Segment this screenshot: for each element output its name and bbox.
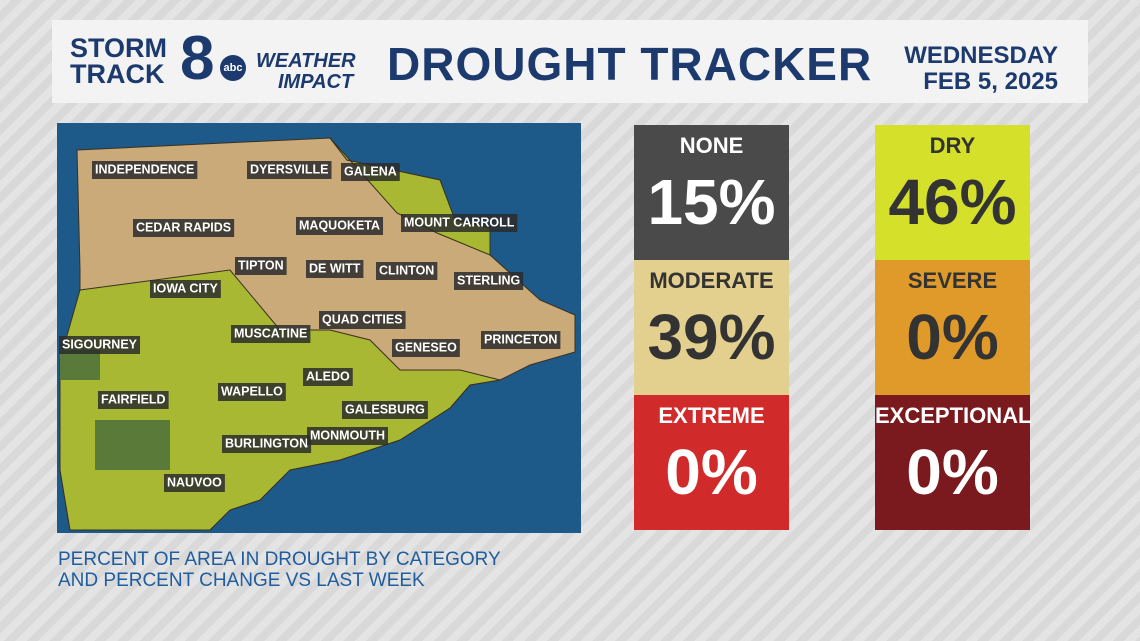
- city-label: CLINTON: [379, 263, 434, 277]
- tile-label: MODERATE: [649, 268, 774, 293]
- city-label: SIGOURNEY: [62, 337, 138, 351]
- title: DROUGHT TRACKER: [387, 38, 873, 90]
- city-label-bg: [306, 260, 364, 278]
- header: STORM TRACK 8 abc WEATHER IMPACT DROUGHT…: [52, 20, 1088, 103]
- caption: AND PERCENT CHANGE VS LAST WEEK: [58, 570, 425, 591]
- city-label-bg: [235, 257, 287, 275]
- tile-value: 15%: [647, 166, 776, 238]
- city-label: MAQUOKETA: [299, 218, 380, 232]
- day: WEDNESDAY: [904, 42, 1058, 69]
- city-label: ALEDO: [306, 369, 350, 383]
- city-label-bg: [296, 217, 384, 235]
- tile-value: 0%: [906, 301, 999, 373]
- city-label: GALENA: [344, 164, 397, 178]
- city-label: DE WITT: [309, 261, 361, 275]
- city-label: GENESEO: [395, 340, 457, 354]
- city-label-bg: [231, 325, 311, 343]
- logo-number: 8: [180, 24, 215, 93]
- city-label: FAIRFIELD: [101, 392, 166, 406]
- logo-storm: STORM: [70, 33, 168, 63]
- city-label: QUAD CITIES: [322, 312, 403, 326]
- city-label: MOUNT CARROLL: [404, 215, 515, 229]
- city-label-bg: [59, 336, 141, 354]
- city-label-bg: [303, 368, 353, 386]
- city-label-bg: [401, 214, 518, 232]
- city-label-bg: [218, 383, 286, 401]
- city-label: NAUVOO: [167, 475, 222, 489]
- city-label-bg: [247, 161, 332, 179]
- city-label-bg: [392, 339, 460, 357]
- tile: SEVERE 0%: [875, 260, 1030, 395]
- tile-label: EXCEPTIONAL: [875, 403, 1032, 428]
- city-label-bg: [342, 401, 428, 419]
- city-label: INDEPENDENCE: [95, 162, 194, 176]
- city-label-bg: [150, 280, 221, 298]
- tile-label: SEVERE: [907, 268, 998, 293]
- city-label: PRINCETON: [484, 332, 557, 346]
- logo-weather: WEATHER: [256, 50, 356, 72]
- city-label: BURLINGTON: [225, 436, 308, 450]
- city-label-bg: [307, 427, 388, 445]
- city-label-bg: [319, 311, 406, 329]
- city-label: DYERSVILLE: [250, 162, 329, 176]
- city-label-bg: [222, 435, 312, 453]
- drought-map: INDEPENDENCE DYERSVILLE GALENA CEDAR RAPIDS…: [57, 123, 581, 533]
- tile-value: 46%: [888, 166, 1017, 238]
- tile-value: 0%: [665, 436, 758, 508]
- city-label-bg: [133, 219, 235, 237]
- city-label: MONMOUTH: [310, 428, 385, 442]
- tile: NONE 15%: [634, 125, 789, 260]
- city-label: WAPELLO: [221, 384, 283, 398]
- city-label: IOWA CITY: [153, 281, 218, 295]
- tile: EXTREME 0%: [634, 395, 789, 530]
- city-label: GALESBURG: [345, 402, 425, 416]
- land-moderate: [60, 350, 100, 380]
- date: FEB 5, 2025: [923, 68, 1058, 95]
- tile: EXCEPTIONAL 0%: [875, 395, 1032, 530]
- tile-value: 0%: [906, 436, 999, 508]
- tile: MODERATE 39%: [634, 260, 789, 395]
- caption: PERCENT OF AREA IN DROUGHT BY CATEGORY: [58, 549, 501, 570]
- city-label-bg: [454, 272, 524, 290]
- city-label: TIPTON: [238, 258, 284, 272]
- city-label-bg: [376, 262, 438, 280]
- logo-network: abc: [220, 55, 246, 81]
- city-label: STERLING: [457, 273, 520, 287]
- city-label: CEDAR RAPIDS: [136, 220, 231, 234]
- logo-impact: IMPACT: [278, 71, 354, 93]
- city-label-bg: [481, 331, 561, 349]
- tile-label: DRY: [929, 133, 976, 158]
- city-label: MUSCATINE: [234, 326, 307, 340]
- tile-label: NONE: [679, 133, 744, 158]
- logo-track: TRACK: [70, 59, 165, 89]
- city-label-bg: [164, 474, 225, 492]
- tile: DRY 46%: [875, 125, 1030, 260]
- city-label-bg: [92, 161, 198, 179]
- city-label-bg: [341, 163, 400, 181]
- tile-value: 39%: [647, 301, 776, 373]
- city-label-bg: [98, 391, 169, 409]
- land-moderate: [95, 420, 170, 470]
- tile-label: EXTREME: [658, 403, 765, 428]
